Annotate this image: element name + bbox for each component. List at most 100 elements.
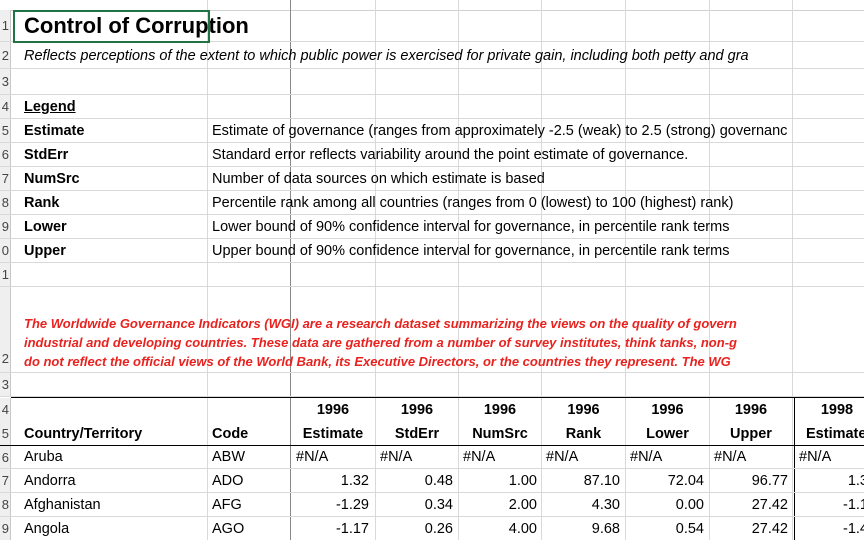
- row-number[interactable]: 5: [0, 422, 11, 445]
- value-cell[interactable]: 2.00: [508, 497, 537, 513]
- value-cell[interactable]: 27.42: [751, 497, 788, 513]
- row-number[interactable]: 3: [0, 69, 11, 94]
- value-cell[interactable]: -1.4: [843, 521, 864, 537]
- code-cell[interactable]: ABW: [212, 449, 246, 465]
- code-cell[interactable]: ADO: [212, 473, 244, 489]
- column-header[interactable]: Estimate: [806, 426, 864, 442]
- row-number[interactable]: 3: [0, 373, 11, 396]
- row-number[interactable]: 1: [0, 10, 11, 41]
- year-header[interactable]: 1996: [734, 402, 768, 418]
- value-cell[interactable]: 1.3: [847, 473, 864, 489]
- country-cell[interactable]: Aruba: [24, 449, 63, 465]
- country-cell[interactable]: Afghanistan: [24, 497, 101, 513]
- column-header[interactable]: Rank: [565, 426, 602, 442]
- value-cell[interactable]: 27.42: [751, 521, 788, 537]
- legend-heading[interactable]: Legend: [24, 99, 76, 115]
- disclaimer-line[interactable]: The Worldwide Governance Indicators (WGI…: [24, 316, 737, 331]
- year-header[interactable]: 1996: [483, 402, 517, 418]
- column-header[interactable]: Country/Territory: [24, 426, 143, 442]
- column-header[interactable]: Estimate: [302, 426, 364, 442]
- sheet-row: 2 The Worldwide Governance Indicators (W…: [0, 287, 864, 373]
- legend-term[interactable]: Estimate: [24, 123, 85, 139]
- value-cell[interactable]: #N/A: [630, 449, 663, 465]
- row-number[interactable]: 0: [0, 239, 11, 262]
- value-cell[interactable]: 4.00: [508, 521, 537, 537]
- code-cell[interactable]: AGO: [212, 521, 245, 537]
- year-header[interactable]: 1996: [400, 402, 434, 418]
- value-cell[interactable]: #N/A: [546, 449, 579, 465]
- row-number[interactable]: 4: [0, 398, 11, 422]
- sheet-subtitle[interactable]: Reflects perceptions of the extent to wh…: [24, 48, 749, 64]
- column-header[interactable]: Code: [212, 426, 249, 442]
- value-cell[interactable]: 0.00: [675, 497, 704, 513]
- value-cell[interactable]: 1.32: [340, 473, 369, 489]
- value-cell[interactable]: #N/A: [799, 449, 832, 465]
- legend-description[interactable]: Estimate of governance (ranges from appr…: [212, 123, 788, 139]
- sheet-title[interactable]: Control of Corruption: [24, 13, 249, 38]
- legend-row: 7 NumSrc Number of data sources on which…: [0, 167, 864, 191]
- sheet-row: 3: [0, 69, 864, 95]
- value-cell[interactable]: 0.34: [424, 497, 453, 513]
- row-number[interactable]: 8: [0, 493, 11, 516]
- value-cell[interactable]: -1.17: [335, 521, 369, 537]
- value-cell[interactable]: #N/A: [463, 449, 496, 465]
- row-number[interactable]: 4: [0, 95, 11, 118]
- value-cell[interactable]: 0.54: [675, 521, 704, 537]
- legend-term[interactable]: Lower: [24, 219, 67, 235]
- value-cell[interactable]: 96.77: [751, 473, 788, 489]
- value-cell[interactable]: 9.68: [591, 521, 620, 537]
- value-cell[interactable]: -1.29: [335, 497, 369, 513]
- column-header[interactable]: Lower: [646, 426, 689, 442]
- legend-description[interactable]: Number of data sources on which estimate…: [212, 171, 545, 187]
- value-cell[interactable]: #N/A: [380, 449, 413, 465]
- country-cell[interactable]: Andorra: [24, 473, 76, 489]
- year-header[interactable]: 1996: [651, 402, 684, 418]
- value-cell[interactable]: 0.26: [424, 521, 453, 537]
- value-cell[interactable]: 72.04: [667, 473, 704, 489]
- legend-term[interactable]: NumSrc: [24, 171, 80, 187]
- value-cell[interactable]: 87.10: [583, 473, 620, 489]
- legend-description[interactable]: Lower bound of 90% confidence interval f…: [212, 219, 730, 235]
- legend-term[interactable]: Rank: [24, 195, 60, 211]
- disclaimer-line[interactable]: industrial and developing countries. The…: [24, 335, 737, 350]
- value-cell[interactable]: 0.48: [424, 473, 453, 489]
- legend-description[interactable]: Percentile rank among all countries (ran…: [212, 195, 734, 211]
- row-number[interactable]: 2: [0, 287, 11, 372]
- value-cell[interactable]: -1.1: [843, 497, 864, 513]
- frozen-pane-divider[interactable]: [290, 0, 291, 540]
- year-header[interactable]: 1996: [567, 402, 600, 418]
- gridline: [709, 0, 710, 540]
- year-header[interactable]: 1996: [316, 402, 350, 418]
- value-cell[interactable]: #N/A: [714, 449, 747, 465]
- column-header[interactable]: NumSrc: [472, 426, 528, 442]
- row-number[interactable]: 1: [0, 263, 11, 286]
- sheet-row: 4 Legend: [0, 95, 864, 119]
- table-header-row: 5 Country/Territory Code Estimate StdErr…: [0, 422, 864, 446]
- legend-description[interactable]: Standard error reflects variability arou…: [212, 147, 689, 163]
- value-cell[interactable]: 4.30: [591, 497, 620, 513]
- column-header[interactable]: StdErr: [394, 426, 440, 442]
- value-cell[interactable]: #N/A: [296, 449, 329, 465]
- value-cell[interactable]: 1.00: [508, 473, 537, 489]
- row-number[interactable]: 9: [0, 517, 11, 540]
- row-number[interactable]: 9: [0, 215, 11, 238]
- row-number[interactable]: 2: [0, 42, 11, 68]
- row-number[interactable]: 6: [0, 446, 11, 468]
- row-number[interactable]: 7: [0, 469, 11, 492]
- legend-term[interactable]: Upper: [24, 243, 66, 259]
- code-cell[interactable]: AFG: [212, 497, 242, 513]
- row-number[interactable]: 5: [0, 119, 11, 142]
- row-number[interactable]: 6: [0, 143, 11, 166]
- sheet-row: 3: [0, 373, 864, 397]
- gridline: [625, 0, 626, 540]
- year-header[interactable]: 1998: [820, 402, 854, 418]
- legend-description[interactable]: Upper bound of 90% confidence interval f…: [212, 243, 730, 259]
- disclaimer-line[interactable]: do not reflect the official views of the…: [24, 354, 731, 369]
- row-number[interactable]: 7: [0, 167, 11, 190]
- country-cell[interactable]: Angola: [24, 521, 70, 537]
- legend-term[interactable]: StdErr: [24, 147, 69, 163]
- column-header[interactable]: Upper: [730, 426, 772, 442]
- row-number[interactable]: 8: [0, 191, 11, 214]
- column-header-strip[interactable]: [0, 0, 864, 11]
